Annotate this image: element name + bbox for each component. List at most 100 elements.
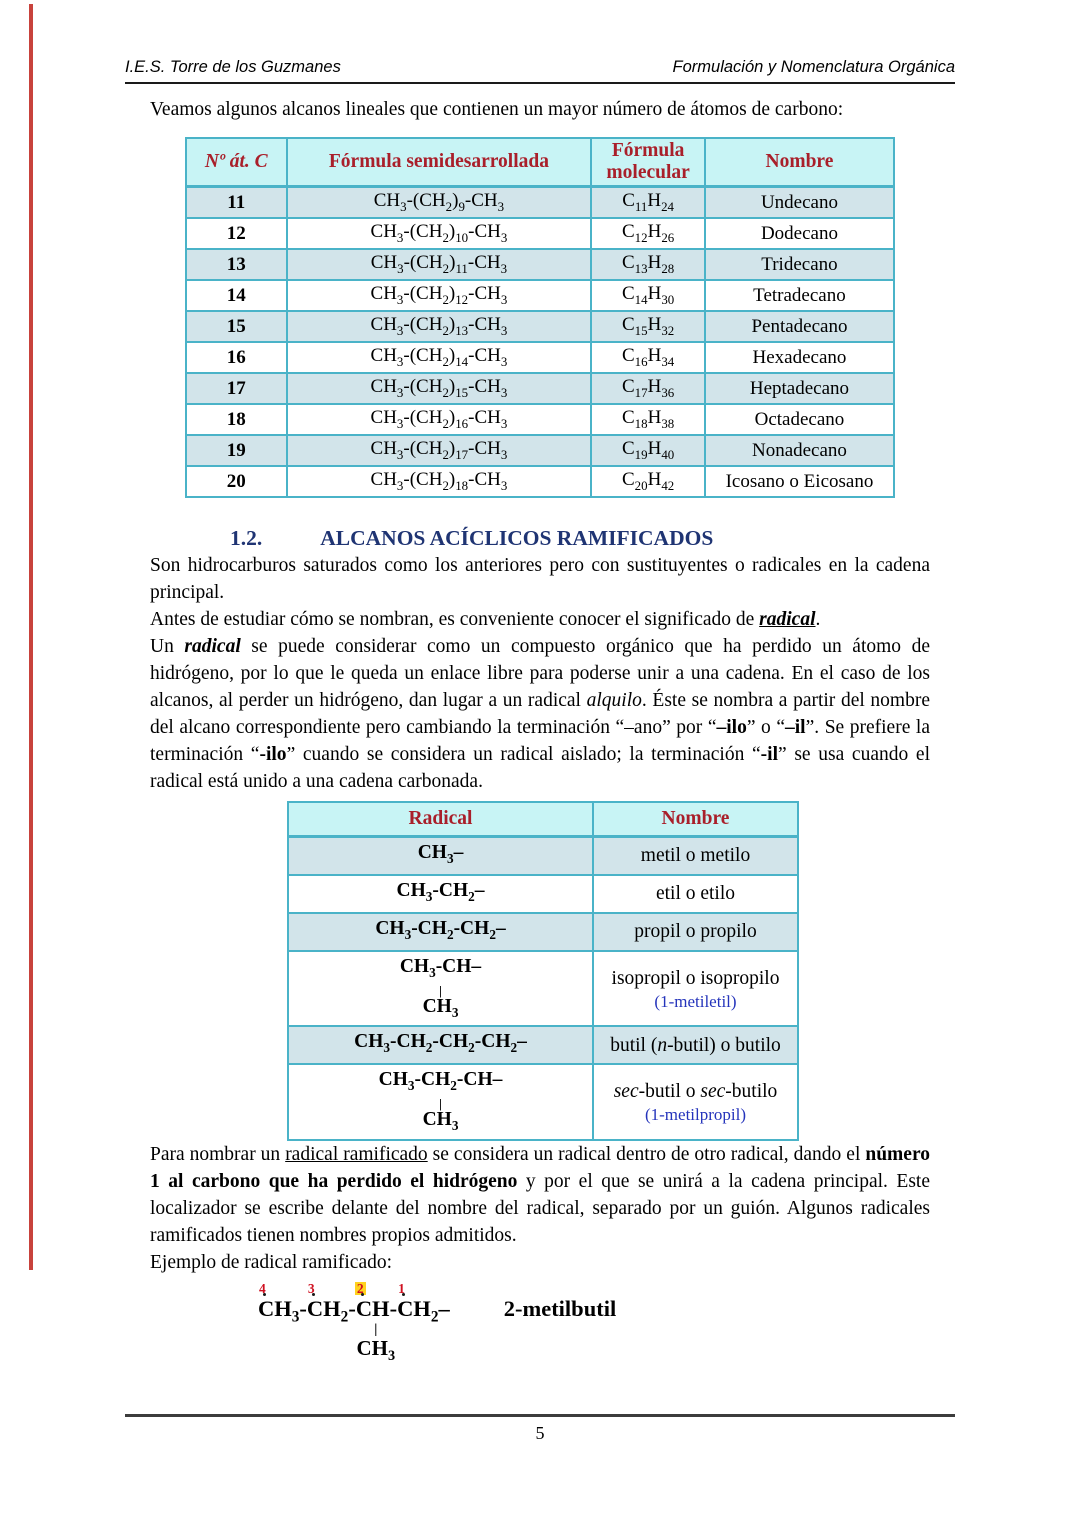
table-row: CH3-CH– | CH3 isopropil o isopropilo (1-meti… — [287, 949, 799, 1028]
table-cell: C16H34 — [590, 341, 706, 374]
radical-formula-cell: CH3-CH2-CH2– — [287, 911, 594, 952]
footer-rule — [125, 1414, 955, 1417]
body-column: Veamos algunos alcanos lineales que cont… — [150, 96, 930, 1382]
table-cell: 12 — [185, 217, 288, 250]
table-row: CH3– metil o metilo — [287, 835, 799, 876]
table-cell: Heptadecano — [703, 372, 896, 405]
carbon-group: 3 CH2 — [306, 1281, 349, 1326]
table-cell: C19H40 — [590, 434, 706, 467]
table-cell: Tridecano — [703, 248, 896, 281]
header-left: I.E.S. Torre de los Guzmanes — [125, 58, 341, 76]
carbon-locant: 4 — [259, 1281, 266, 1297]
table-row: CH3-CH2-CH2– propil o propilo — [287, 911, 799, 952]
column-header: Fórmula molecular — [590, 137, 706, 188]
table-cell: CH3-(CH2)12-CH3 — [285, 279, 593, 312]
example-formula-row: 4 CH3-3 CH2-2 CH | CH3-1 CH2– — [258, 1281, 450, 1364]
table-row: 19 CH3-(CH2)17-CH3 C19H40 Nonadecano — [185, 434, 896, 467]
table-row: 18 CH3-(CH2)16-CH3 C18H38 Octadecano — [185, 403, 896, 436]
radicals-table-body: CH3– metil o metilo CH3-CH2– etil o etilo CH… — [287, 835, 799, 1142]
radical-name-cell: etil o etilo — [592, 873, 799, 914]
example-formula: 4 CH3-3 CH2-2 CH | CH3-1 CH2– 2-metilbutil — [258, 1281, 930, 1382]
table-cell: 13 — [185, 248, 288, 281]
table-row: 20 CH3-(CH2)18-CH3 C20H42 Icosano o Eicosan… — [185, 465, 896, 498]
branch-group: | CH3 — [356, 1322, 396, 1365]
table-row: 17 CH3-(CH2)15-CH3 C17H36 Heptadecano — [185, 372, 896, 405]
carbon-dot — [402, 1293, 406, 1297]
carbon-group: 1 CH2– — [397, 1281, 450, 1326]
table-cell: 20 — [185, 465, 288, 498]
radical-name-cell: butil (n-butil) o butilo — [592, 1025, 799, 1066]
carbon-dot — [263, 1293, 266, 1297]
radical-name-cell: propil o propilo — [592, 911, 799, 952]
carbon-locant: 3 — [307, 1281, 315, 1297]
table-cell: CH3-(CH2)16-CH3 — [285, 403, 593, 436]
table-cell: CH3-(CH2)11-CH3 — [285, 248, 593, 281]
table-cell: Tetradecano — [703, 279, 896, 312]
column-header: Nombre — [592, 801, 799, 838]
column-header: Nº át. C — [185, 137, 288, 188]
page-number: 5 — [535, 1423, 545, 1443]
radicals-table-header-row: Radical Nombre — [287, 801, 799, 838]
radical-formula-cell: CH3-CH2– — [287, 873, 594, 914]
table-row: 13 CH3-(CH2)11-CH3 C13H28 Tridecano — [185, 248, 896, 281]
table-row: CH3-CH2-CH2-CH2– butil (n-butil) o butilo — [287, 1025, 799, 1066]
section-heading: 1.2. ALCANOS ACÍCLICOS RAMIFICADOS — [230, 524, 930, 552]
table-cell: C15H32 — [590, 310, 706, 343]
table-row: 16 CH3-(CH2)14-CH3 C16H34 Hexadecano — [185, 341, 896, 374]
carbon-locant: 2 — [354, 1281, 366, 1297]
table-cell: 14 — [185, 279, 288, 312]
radicals-table: Radical Nombre CH3– metil o metilo CH3-CH2… — [287, 801, 799, 1142]
alkanes-table: Nº át. C Fórmula semidesarrollada Fórmul… — [185, 137, 896, 498]
table-cell: 18 — [185, 403, 288, 436]
page-header: I.E.S. Torre de los Guzmanes Formulación… — [125, 58, 955, 84]
carbon-dot — [311, 1293, 315, 1297]
table-row: CH3-CH2– etil o etilo — [287, 873, 799, 914]
table-cell: CH3-(CH2)15-CH3 — [285, 372, 593, 405]
column-header: Nombre — [703, 137, 896, 188]
table-cell: C11H24 — [590, 185, 706, 219]
table-cell: CH3-(CH2)9-CH3 — [285, 185, 593, 219]
intro-paragraph: Veamos algunos alcanos lineales que cont… — [150, 99, 844, 120]
table-row: 12 CH3-(CH2)10-CH3 C12H26 Dodecano — [185, 217, 896, 250]
table-cell: Octadecano — [703, 403, 896, 436]
table-cell: 11 — [185, 185, 288, 219]
red-margin-line — [29, 4, 33, 1270]
radical-formula-cell: CH3– — [287, 835, 594, 876]
table-cell: 15 — [185, 310, 288, 343]
table-cell: C17H36 — [590, 372, 706, 405]
table-cell: CH3-(CH2)14-CH3 — [285, 341, 593, 374]
paragraph-radical-intro: Antes de estudiar cómo se nombran, es co… — [150, 609, 821, 630]
radical-formula-cell: CH3-CH– | CH3 — [287, 949, 594, 1028]
table-cell: CH3-(CH2)18-CH3 — [285, 465, 593, 498]
paragraph-naming-branched: Para nombrar un radical ramificado se co… — [150, 1144, 931, 1247]
table-cell: CH3-(CH2)17-CH3 — [285, 434, 593, 467]
table-cell: C18H38 — [590, 403, 706, 436]
alkanes-table-header-row: Nº át. C Fórmula semidesarrollada Fórmul… — [185, 137, 896, 188]
table-cell: Hexadecano — [703, 341, 896, 374]
radical-formula-cell: CH3-CH2-CH2-CH2– — [287, 1025, 594, 1066]
table-cell: 17 — [185, 372, 288, 405]
table-cell: CH3-(CH2)13-CH3 — [285, 310, 593, 343]
table-row: CH3-CH2-CH– | CH3 sec-butil o sec-butilo (1-… — [287, 1063, 799, 1142]
carbon-group: 4 CH3 — [258, 1281, 300, 1326]
example-label: Ejemplo de radical ramificado: — [150, 1252, 393, 1274]
table-cell: Icosano o Eicosano — [703, 465, 896, 498]
column-header: Fórmula semidesarrollada — [285, 137, 593, 188]
table-cell: CH3-(CH2)10-CH3 — [285, 217, 593, 250]
table-cell: C12H26 — [590, 217, 706, 250]
carbon-dot — [360, 1293, 364, 1297]
table-row: 15 CH3-(CH2)13-CH3 C15H32 Pentadecano — [185, 310, 896, 343]
paragraph-after-heading: Son hidrocarburos saturados como los ant… — [150, 555, 930, 603]
paragraph-radical-definition: Un radical se puede considerar como un c… — [150, 636, 930, 792]
carbon-group: 2 CH | CH3 — [354, 1282, 395, 1364]
section-title: ALCANOS ACÍCLICOS RAMIFICADOS — [320, 526, 714, 550]
alkanes-table-body: 11 CH3-(CH2)9-CH3 C11H24 Undecano 12 CH3-(CH2… — [185, 185, 896, 498]
radical-name-cell: isopropil o isopropilo (1-metiletil) — [592, 949, 799, 1028]
table-row: 14 CH3-(CH2)12-CH3 C14H30 Tetradecano — [185, 279, 896, 312]
table-cell: C20H42 — [590, 465, 706, 498]
section-number: 1.2. — [230, 526, 263, 550]
table-cell: Dodecano — [703, 217, 896, 250]
example-formula-name: 2-metilbutil — [503, 1296, 617, 1322]
carbon-locant: 1 — [398, 1281, 405, 1297]
